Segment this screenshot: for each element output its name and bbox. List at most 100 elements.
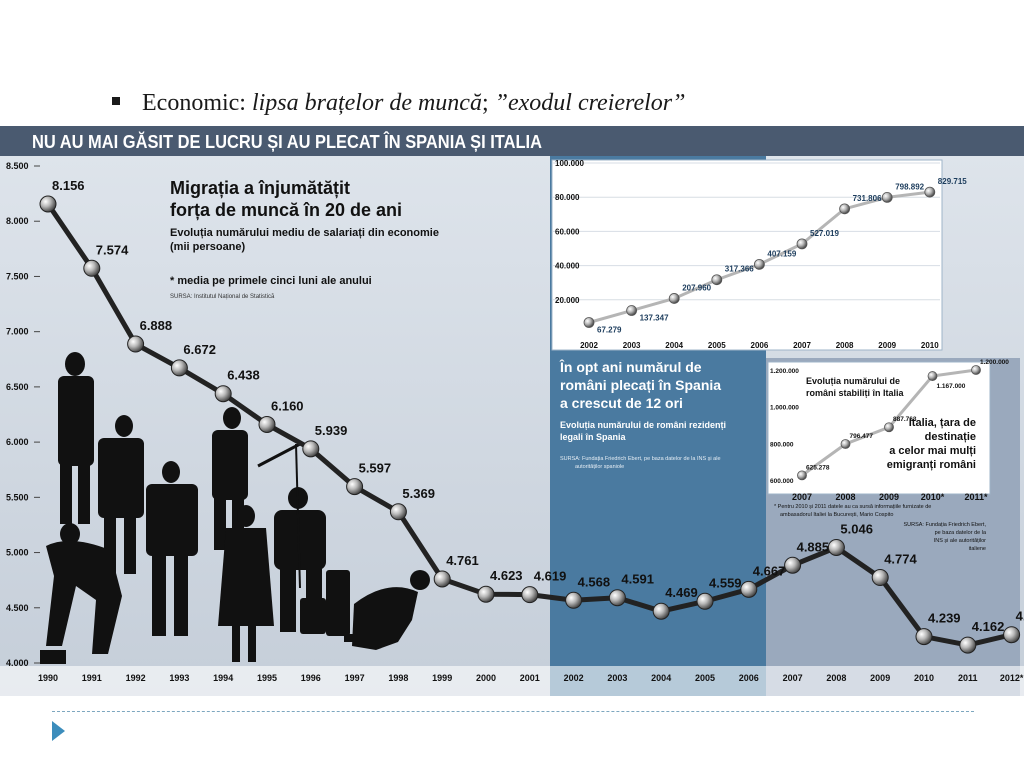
main-x-tick-label: 1997 [345,673,365,683]
italy-x-tick-label: 2009 [879,492,899,502]
spain-point [583,317,595,328]
headline-band [0,126,1024,156]
main-y-tick-label: 5.500 [6,492,29,502]
main-y-tick-label: 4.500 [6,603,29,613]
main-y-tick-label: 4.000 [6,658,29,668]
main-point [959,636,977,654]
italy-x-tick-label: 2011* [964,492,988,502]
main-subtitle-1: Evoluția numărului mediu de salariați di… [170,227,439,239]
main-point [696,592,714,610]
footer-divider [52,711,974,712]
main-data-label: 4.619 [534,569,567,584]
main-point [477,585,495,603]
main-data-label: 4.568 [578,574,611,589]
spain-point [839,203,850,215]
main-x-tick-label: 2010 [914,673,934,683]
italy-data-label: 796.477 [850,433,874,440]
main-point [39,195,57,213]
main-x-tick-label: 2002 [564,673,584,683]
spain-inset-panel [551,159,943,351]
italy-source-3: INS și ale autorităților [934,538,986,544]
spain-y-tick-label: 40.000 [555,262,580,271]
main-point [389,503,407,521]
main-data-label: 4.256 [1016,609,1024,624]
main-point [302,440,320,458]
square-bullet-icon [112,97,120,106]
italy-y-tick-label: 600.000 [770,478,794,485]
spain-y-tick-label: 100.000 [555,159,584,168]
main-point [346,478,364,496]
main-data-label: 5.369 [402,486,435,501]
spain-data-label: 407.159 [767,249,796,258]
main-data-label: 5.597 [359,461,392,476]
spain-x-tick-label: 2002 [580,341,598,350]
main-point [258,415,276,433]
italy-x-tick-label: 2008 [835,492,855,502]
main-subtitle-2: (mii persoane) [170,241,246,253]
italy-data-label: 1.200.000 [980,359,1009,366]
infographic: NU AU MAI GĂSIT DE LUCRU ȘI AU PLECAT ÎN… [0,126,1024,696]
triangle-bullet-icon [52,721,65,741]
main-data-label: 4.885 [797,539,830,554]
main-data-label: 4.239 [928,611,961,626]
main-data-label: 4.761 [446,553,479,568]
spain-x-tick-label: 2010 [921,341,939,350]
main-x-tick-label: 2012* [1000,673,1024,683]
italy-y-tick-label: 1.200.000 [770,368,799,375]
main-x-tick-label: 1999 [432,673,452,683]
spain-heading-1: În opt ani numărul de [559,358,702,375]
spain-data-label: 829.715 [938,177,967,186]
title-separator: ; [481,90,495,116]
spain-point [626,305,637,316]
main-y-tick-label: 8.500 [6,161,29,171]
main-x-tick-label: 2007 [783,673,803,683]
title-italic-1: lipsa brațelor de muncă [251,90,482,116]
italy-heading-1: Italia, țara de [909,417,976,429]
main-point [652,602,670,620]
main-data-label: 5.939 [315,423,348,438]
main-point [170,359,188,377]
main-x-tick-label: 2003 [607,673,627,683]
italy-data-label: 625.278 [806,464,830,471]
spain-subtitle-1: Evoluția numărului de români rezidenți [560,420,726,430]
main-x-tick-label: 2006 [739,673,759,683]
main-point [608,589,626,607]
spain-x-tick-label: 2009 [878,341,896,350]
main-y-tick-label: 7.500 [6,271,29,281]
main-point [740,580,758,598]
main-data-label: 6.672 [183,342,216,357]
main-x-tick-label: 1996 [301,673,321,683]
main-x-tick-label: 2004 [651,673,671,683]
italy-point [971,365,981,375]
main-data-label: 4.162 [972,619,1005,634]
workers-silhouette-icon [40,352,430,664]
main-x-tick-label: 1995 [257,673,277,683]
spain-y-tick-label: 20.000 [555,296,580,305]
main-data-label: 4.774 [884,552,917,567]
main-point [784,556,802,574]
spain-point [711,274,723,286]
italy-x-tick-label: 2007 [792,492,812,502]
main-y-tick-label: 6.500 [6,382,29,392]
main-data-label: 4.469 [665,585,698,600]
main-data-label: 4.667 [753,563,786,578]
main-data-label: 4.559 [709,575,742,590]
slide-title: Economic: lipsa brațelor de muncă; ”exod… [112,90,685,117]
italy-note-2: ambasadorul Italiei la București, Mario … [780,512,893,518]
main-source: SURSA: Institutul Național de Statistică [170,294,275,300]
italy-point [884,422,894,433]
main-point [915,628,933,646]
main-x-tick-label: 2009 [870,673,890,683]
main-x-tick-label: 2000 [476,673,496,683]
main-data-label: 6.438 [227,368,260,383]
spain-subtitle-2: legali în Spania [560,432,627,442]
main-y-tick-label: 5.000 [6,548,29,558]
italy-data-label: 887.763 [893,416,917,423]
italy-point [840,439,851,449]
main-point [83,259,101,277]
spain-data-label: 798.892 [895,182,924,191]
spain-x-tick-label: 2006 [751,341,769,350]
main-point [565,591,583,609]
main-x-tick-label: 2008 [826,673,846,683]
spain-heading-2: români plecați în Spania [560,377,721,393]
